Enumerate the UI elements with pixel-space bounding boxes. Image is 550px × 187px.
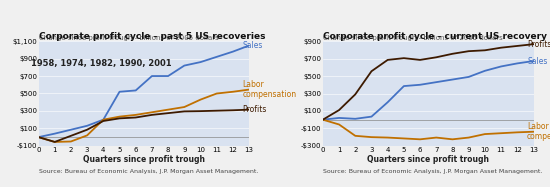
Text: Change since profit trough - billions of 2005 dollars: Change since profit trough - billions of…: [39, 35, 218, 41]
Text: Labor
compensation: Labor compensation: [527, 122, 550, 141]
Text: Profits: Profits: [527, 40, 550, 49]
Text: Source: Bureau of Economic Analysis, J.P. Morgan Asset Management.: Source: Bureau of Economic Analysis, J.P…: [323, 169, 542, 174]
X-axis label: Quarters since profit trough: Quarters since profit trough: [83, 155, 205, 164]
Text: Labor
compensation: Labor compensation: [243, 80, 297, 99]
Text: Source: Bureau of Economic Analysis, J.P. Morgan Asset Management.: Source: Bureau of Economic Analysis, J.P…: [39, 169, 258, 174]
Text: Corporate profit cycle - current US recovery: Corporate profit cycle - current US reco…: [323, 32, 547, 41]
Text: 1958, 1974, 1982, 1990, 2001: 1958, 1974, 1982, 1990, 2001: [31, 59, 172, 68]
Text: Sales: Sales: [527, 56, 547, 65]
Text: Corporate profit cycle - past 5 US recoveries: Corporate profit cycle - past 5 US recov…: [39, 32, 265, 41]
Text: Change since profit trough - billions of 2005 dollars: Change since profit trough - billions of…: [323, 35, 503, 41]
Text: Sales: Sales: [243, 41, 263, 50]
Text: Profits: Profits: [243, 105, 267, 114]
X-axis label: Quarters since profit trough: Quarters since profit trough: [367, 155, 489, 164]
